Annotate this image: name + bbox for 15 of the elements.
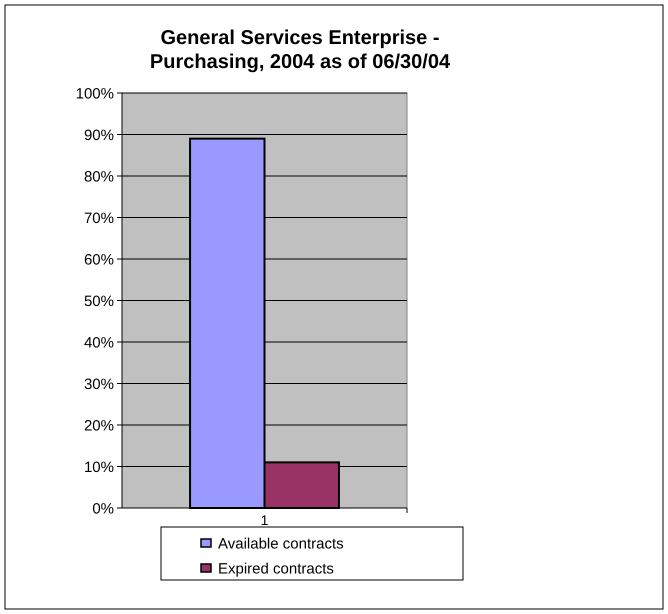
y-tick-label: 0% <box>92 500 114 518</box>
y-tick-label: 80% <box>84 168 114 186</box>
y-tick-label: 20% <box>84 417 114 434</box>
x-tick-label: 1 <box>260 512 269 528</box>
y-tick-label: 10% <box>84 458 114 476</box>
y-tick-label: 90% <box>84 126 114 144</box>
y-tick-label: 30% <box>84 376 114 393</box>
y-tick-label: 70% <box>84 210 114 227</box>
legend-label: Expired contracts <box>218 560 334 578</box>
legend-label: Available contracts <box>218 535 344 552</box>
y-tick-label: 60% <box>84 251 114 268</box>
chart-title: General Services Enterprise - Purchasing, 2004 as of 06/30/04 <box>150 27 451 73</box>
y-tick-label: 50% <box>84 292 114 310</box>
y-tick-label: 40% <box>84 334 114 352</box>
y-tick-label: 100% <box>76 85 114 102</box>
